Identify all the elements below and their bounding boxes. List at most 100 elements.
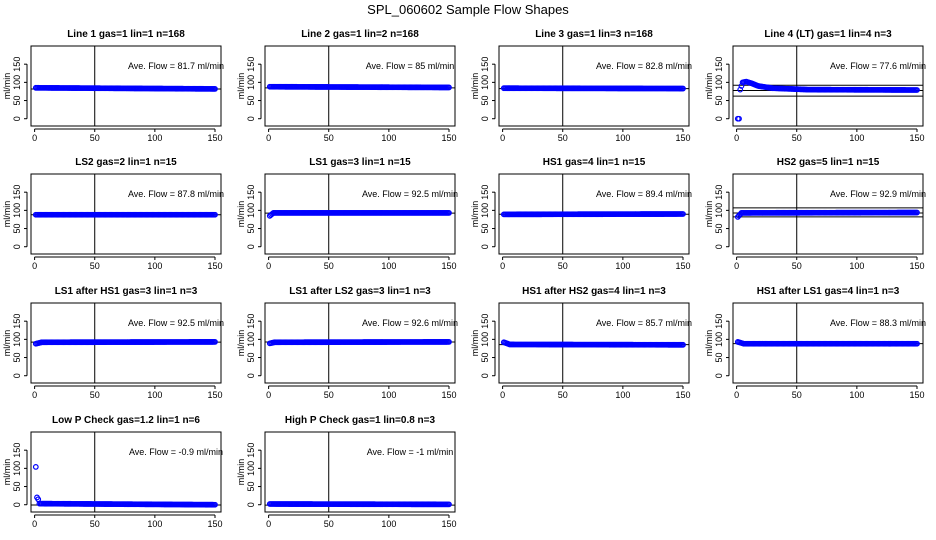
panel-title: High P Check gas=1 lin=0.8 n=3 (285, 415, 436, 426)
data-point (914, 340, 920, 347)
chart-panel: HS1 gas=4 lin=1 n=150 50 100 150050100150ml… (470, 157, 692, 271)
x-tick-label: 50 (90, 519, 100, 529)
data-point (446, 339, 452, 345)
plot-frame (264, 173, 456, 255)
plot-frame (732, 173, 924, 255)
x-tick-label: 0 (266, 133, 271, 143)
y-tick-label: 50 (12, 224, 22, 234)
y-tick-label: 0 (714, 373, 724, 378)
y-tick-label: 150 (12, 314, 22, 329)
y-tick-label: 50 (12, 353, 22, 363)
x-tick-label: 100 (381, 519, 396, 529)
figure-title: SPL_060602 Sample Flow Shapes (367, 2, 569, 17)
y-tick-label: 150 (480, 185, 490, 200)
x-tick-label: 50 (558, 261, 568, 271)
x-tick-label: 50 (792, 261, 802, 271)
x-tick-label: 0 (734, 261, 739, 271)
y-tick-label: 100 (714, 203, 724, 218)
chart-panel: HS2 gas=5 lin=1 n=150 50 100 150050100150ml… (704, 157, 926, 271)
y-axis-label: ml/min (470, 330, 480, 357)
panel-title: Line 1 gas=1 lin=1 n=168 (67, 29, 185, 40)
average-flow-annotation: Ave. Flow = 85.7 ml/min (596, 318, 692, 328)
x-tick-label: 100 (849, 261, 864, 271)
data-point (680, 85, 686, 92)
y-tick-label: 0 (12, 373, 22, 378)
y-tick-label: 50 (12, 482, 22, 492)
data-point (680, 211, 686, 217)
x-tick-label: 50 (792, 133, 802, 143)
y-tick-label: 100 (12, 75, 22, 90)
x-tick-label: 0 (500, 133, 505, 143)
x-tick-label: 100 (381, 390, 396, 400)
y-tick-label: 0 (480, 116, 490, 121)
y-tick-label: 50 (12, 96, 22, 106)
y-tick-label: 50 (480, 353, 490, 363)
y-tick-label: 100 (480, 332, 490, 347)
data-point (914, 87, 920, 93)
chart-panel: High P Check gas=1 lin=0.8 n=3 0 50 100 150 0… (236, 415, 457, 529)
data-point (446, 84, 452, 91)
x-tick-label: 0 (266, 519, 271, 529)
y-axis-label: ml/min (236, 330, 246, 357)
y-axis-label: ml/min (470, 201, 480, 228)
x-tick-label: 50 (324, 133, 334, 143)
plot-frame (498, 302, 690, 384)
chart-panel: Line 1 gas=1 lin=1 n=168 0 50 100 150 0 50 100 1… (2, 29, 224, 143)
average-flow-annotation: Ave. Flow = 89.4 ml/min (596, 189, 692, 199)
average-flow-annotation: Ave. Flow = -0.9 ml/min (129, 447, 223, 457)
panel-title: LS2 gas=2 lin=1 n=15 (75, 157, 177, 168)
x-tick-label: 0 (32, 133, 37, 143)
plot-frame (264, 302, 456, 384)
y-tick-label: 150 (246, 443, 256, 458)
x-tick-label: 150 (909, 261, 924, 271)
y-axis-label: ml/min (704, 201, 714, 228)
x-tick-label: 150 (909, 133, 924, 143)
y-tick-label: 0 (12, 116, 22, 121)
x-tick-label: 100 (381, 133, 396, 143)
chart-panel: LS1 after HS1 gas=3 lin=1 n=3 0 50 100 150 0 5… (2, 286, 224, 400)
x-tick-label: 150 (675, 390, 690, 400)
x-tick-label: 150 (207, 519, 222, 529)
y-tick-label: 0 (246, 373, 256, 378)
x-tick-label: 100 (849, 133, 864, 143)
x-tick-label: 100 (615, 133, 630, 143)
panel-title: LS1 after HS1 gas=3 lin=1 n=3 (55, 286, 198, 297)
y-tick-label: 150 (12, 185, 22, 200)
x-tick-label: 100 (615, 261, 630, 271)
y-tick-label: 50 (714, 96, 724, 106)
x-tick-label: 150 (441, 133, 456, 143)
x-tick-label: 0 (500, 261, 505, 271)
plot-frame (732, 45, 924, 127)
y-tick-label: 0 (246, 244, 256, 249)
panels: Line 1 gas=1 lin=1 n=168 0 50 100 150 0 50 100 1… (2, 29, 926, 529)
plot-frame (30, 431, 222, 513)
x-tick-label: 50 (558, 133, 568, 143)
y-tick-label: 150 (480, 314, 490, 329)
panel-title: HS1 gas=4 lin=1 n=15 (543, 157, 646, 168)
x-tick-label: 150 (207, 261, 222, 271)
average-flow-annotation: Ave. Flow = 92.6 ml/min (362, 318, 458, 328)
x-tick-label: 0 (734, 390, 739, 400)
panel-title: LS1 gas=3 lin=1 n=15 (309, 157, 411, 168)
y-tick-label: 150 (12, 57, 22, 72)
y-tick-label: 0 (246, 116, 256, 121)
chart-panel: Line 4 (LT) gas=1 lin=4 n=3 0 50 100 150 0 50 1… (704, 29, 926, 143)
y-tick-label: 100 (480, 203, 490, 218)
x-tick-label: 100 (147, 519, 162, 529)
panel-title: LS1 after LS2 gas=3 lin=1 n=3 (289, 286, 431, 297)
y-tick-label: 50 (480, 224, 490, 234)
average-flow-annotation: Ave. Flow = 87.8 ml/min (128, 189, 224, 199)
y-tick-label: 150 (714, 314, 724, 329)
chart-panel: LS1 gas=3 lin=1 n=150 50 100 150050100150ml… (236, 157, 458, 271)
y-tick-label: 100 (12, 203, 22, 218)
panel-title: HS1 after LS1 gas=4 lin=1 n=3 (757, 286, 900, 297)
y-tick-label: 150 (714, 57, 724, 72)
y-tick-label: 100 (246, 203, 256, 218)
y-tick-label: 150 (246, 314, 256, 329)
x-tick-label: 100 (147, 133, 162, 143)
x-tick-label: 100 (147, 390, 162, 400)
chart-panel: HS1 after LS1 gas=4 lin=1 n=3 0 50 100 150 0 5… (704, 286, 926, 400)
y-axis-label: ml/min (704, 330, 714, 357)
y-tick-label: 0 (480, 244, 490, 249)
